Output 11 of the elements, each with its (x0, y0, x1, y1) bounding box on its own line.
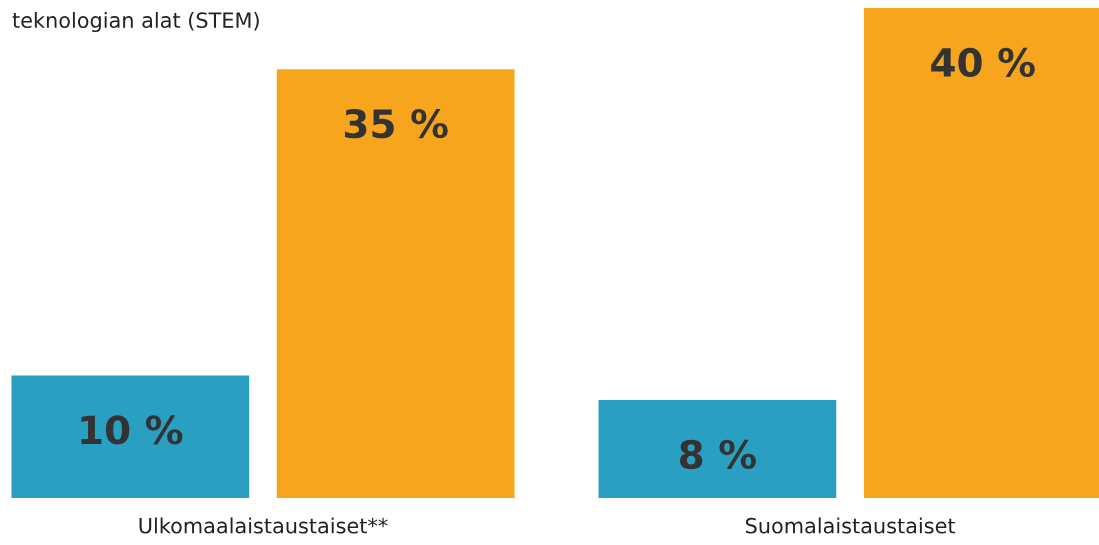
data-label: 40 % (931, 47, 1035, 78)
bar (11, 375, 250, 498)
data-label: 8 % (680, 439, 756, 470)
x-tick-label: Suomalaistaustaiset (745, 517, 956, 534)
data-label: 35 % (344, 108, 448, 139)
chart-title: teknologian alat (STEM) (12, 11, 259, 33)
bar (863, 8, 1099, 498)
data-label: 10 % (81, 415, 183, 445)
x-tick-label: Ulkomaalaistaustaiset** (139, 517, 388, 534)
bar (598, 400, 837, 498)
bar (276, 69, 515, 498)
